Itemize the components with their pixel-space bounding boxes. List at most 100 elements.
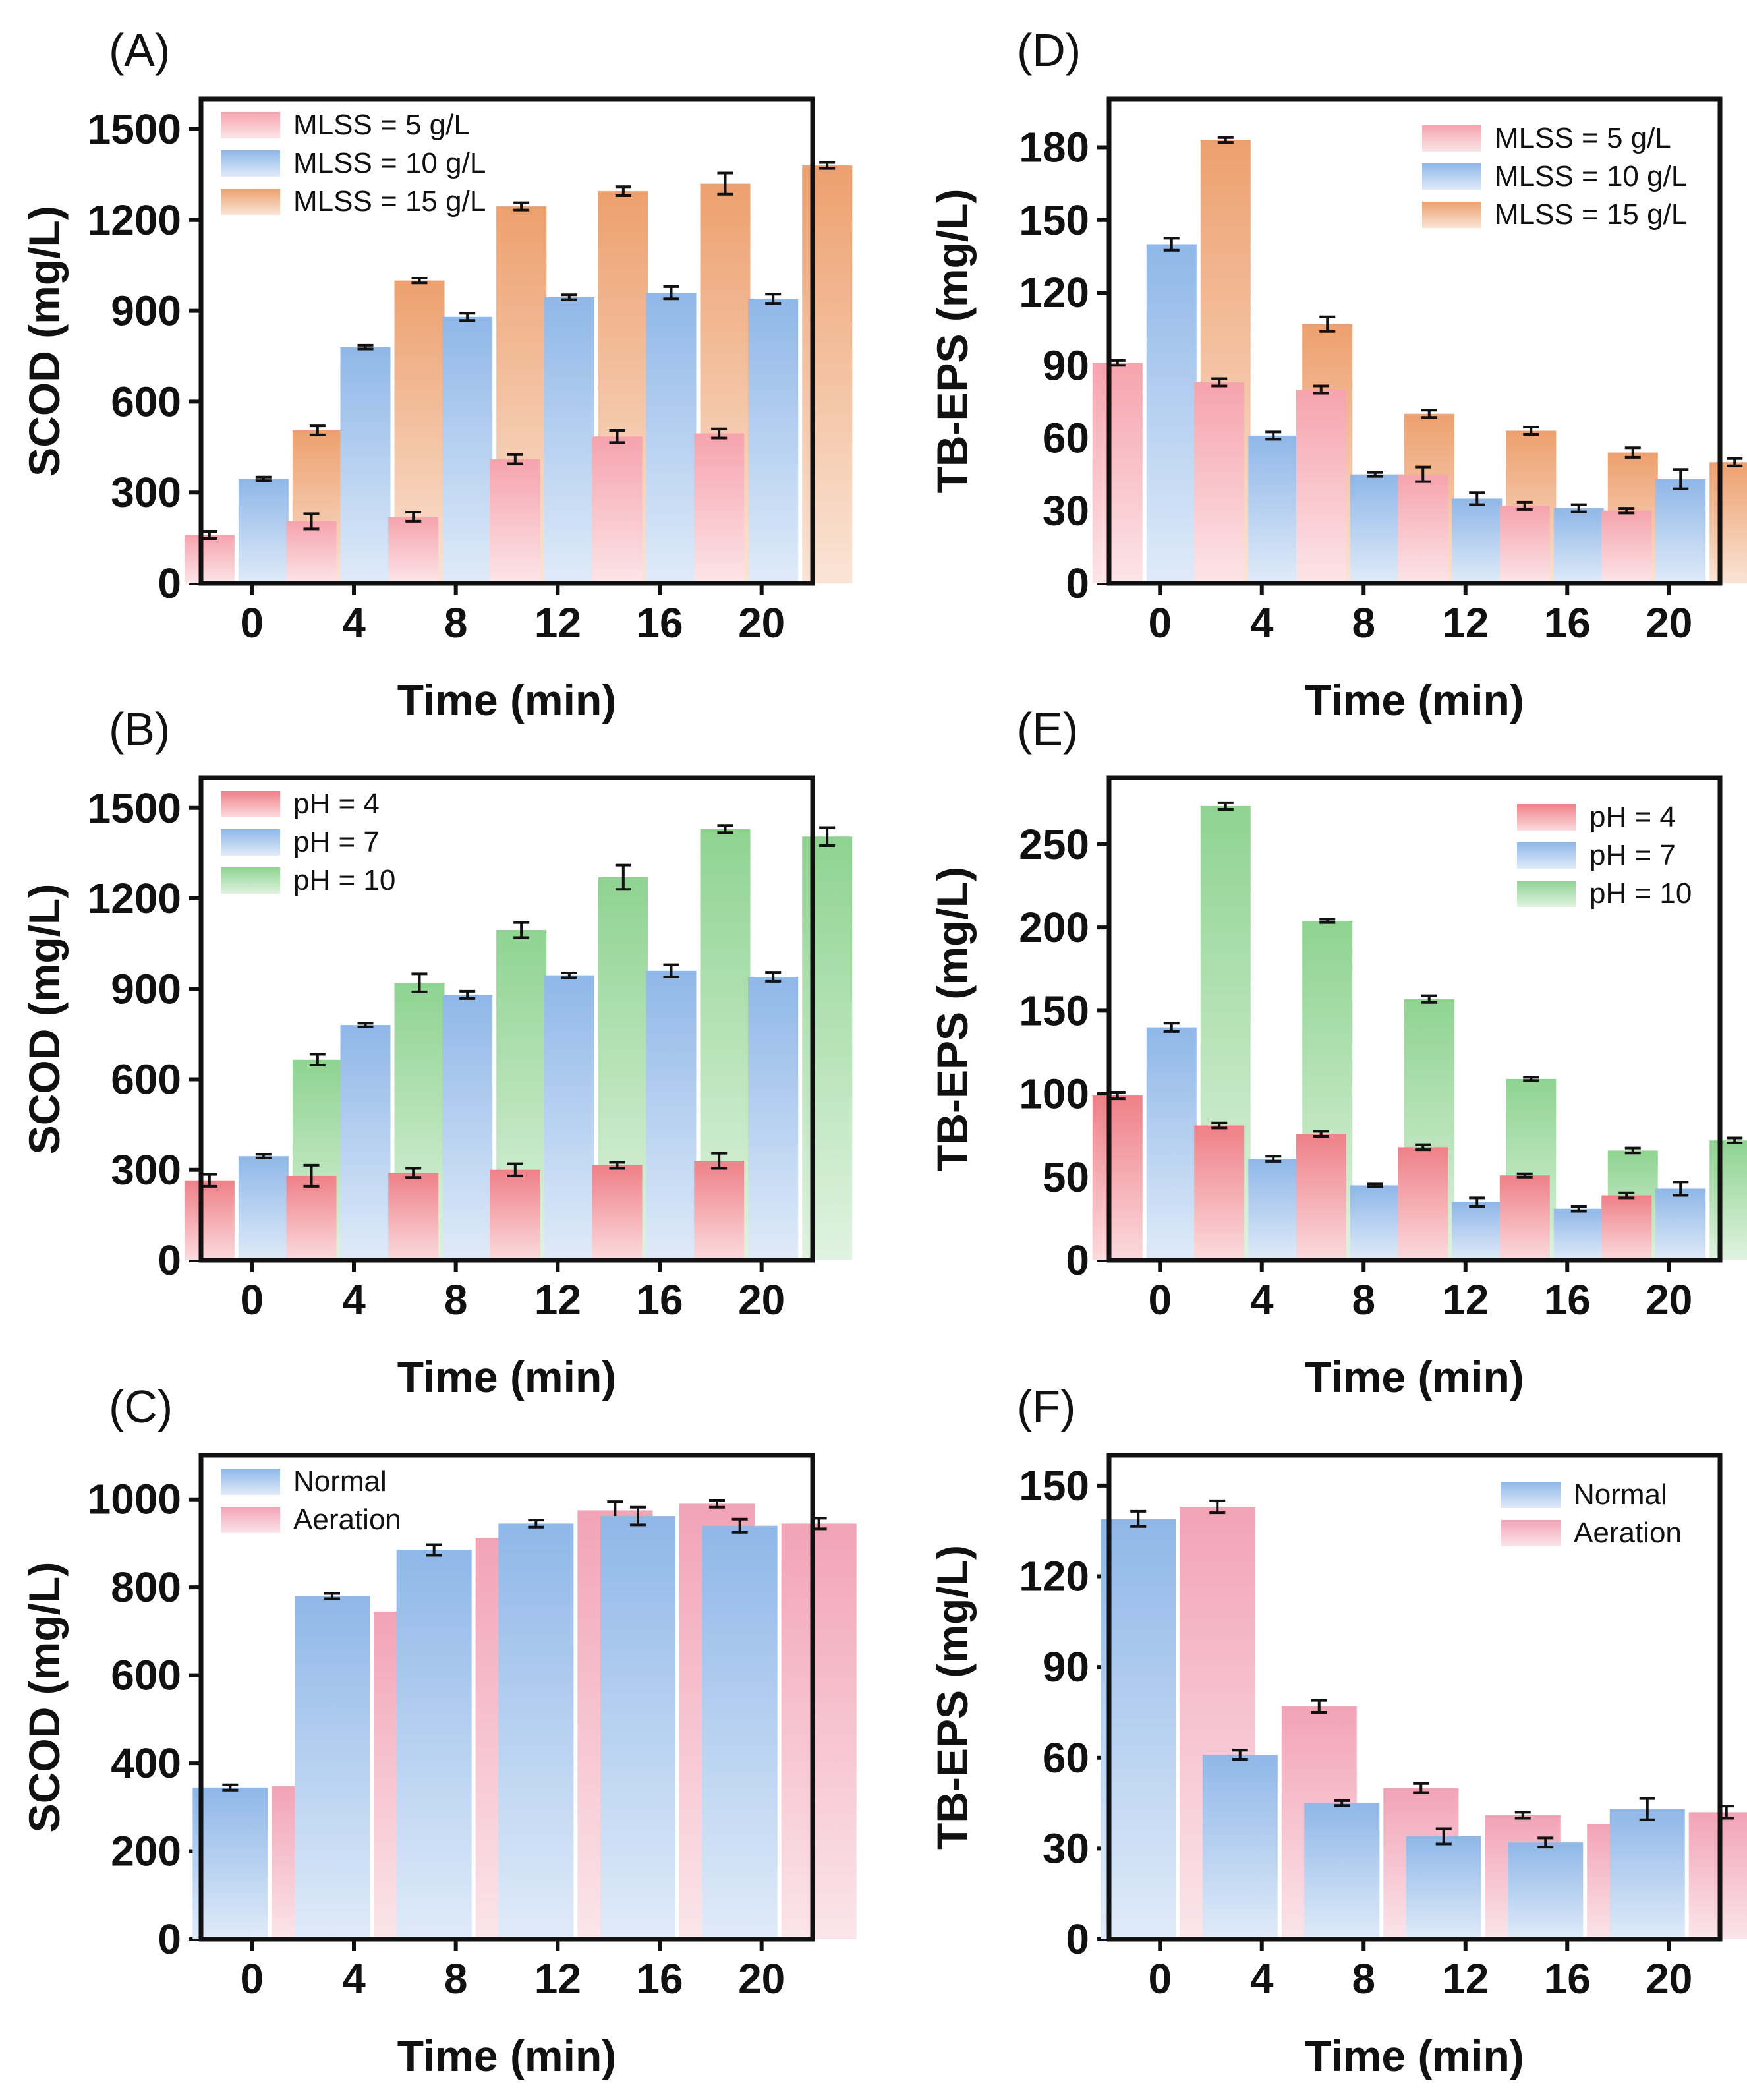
- x-tick-label: 16: [636, 1955, 683, 2002]
- error-bar: [711, 427, 728, 440]
- legend-swatch: [221, 112, 280, 138]
- legend-label: MLSS = 5 g/L: [293, 109, 470, 141]
- bar-mlss-5-g-l-t0: [184, 535, 235, 583]
- x-tick-label: 4: [342, 1276, 366, 1324]
- x-tick-label: 8: [1352, 1955, 1375, 2002]
- y-tick-label: 800: [111, 1563, 181, 1611]
- plot-frame: [1106, 96, 1723, 586]
- legend-label: pH = 4: [1589, 801, 1676, 833]
- bar-mlss-5-g-l-t4: [286, 521, 337, 583]
- error-bar: [222, 1783, 239, 1792]
- bar-ph-7-t16: [646, 970, 697, 1260]
- legend: Normal Aeration: [1501, 1478, 1682, 1549]
- error-bar: [1514, 1811, 1531, 1820]
- bar-mlss-5-g-l-t20: [694, 433, 745, 583]
- panel-label: (C): [109, 1381, 173, 1432]
- legend-label: MLSS = 10 g/L: [1495, 160, 1687, 192]
- x-tick-label: 4: [1250, 1276, 1274, 1324]
- bar-normal-t12: [498, 1523, 574, 1939]
- legend: MLSS = 5 g/L MLSS = 10 g/L MLSS = 15 g/L: [1422, 122, 1687, 231]
- y-tick-label: 120: [1019, 1553, 1089, 1600]
- legend-label: MLSS = 15 g/L: [1495, 198, 1687, 231]
- error-bar: [819, 826, 836, 847]
- x-tick-label: 8: [444, 1276, 468, 1324]
- bar-mlss-5-g-l-t8: [1296, 390, 1346, 583]
- x-tick-label: 16: [636, 1276, 683, 1324]
- bar-normal-t12: [1406, 1836, 1481, 1939]
- bar-aeration-t20: [781, 1523, 857, 1939]
- y-tick-label: 200: [111, 1828, 181, 1875]
- legend-label: pH = 4: [293, 788, 380, 820]
- x-tick-label: 16: [636, 599, 683, 647]
- bar-mlss-5-g-l-t16: [592, 436, 643, 583]
- bar-ph-4-t8: [1296, 1134, 1346, 1260]
- error-bar: [1618, 1191, 1635, 1200]
- y-tick-label: 150: [1019, 196, 1089, 244]
- legend-label: Aeration: [293, 1503, 401, 1536]
- x-tick-label: 0: [1148, 1955, 1172, 2002]
- chart-panel-c: (C) 0 200 400 600 800 1000 0 4 8 12 16 20 Time (min) S…: [20, 1381, 857, 2080]
- y-tick-label: 120: [1019, 269, 1089, 316]
- x-axis-title: Time (min): [1305, 2031, 1524, 2080]
- bar-ph-4-t8: [388, 1173, 439, 1260]
- legend-swatch: [1422, 202, 1481, 228]
- bar-normal-t16: [1508, 1842, 1584, 1939]
- y-tick-label: 400: [111, 1739, 181, 1787]
- error-bar: [528, 1519, 544, 1529]
- y-tick-label: 60: [1043, 415, 1089, 462]
- bar-ph-7-t4: [340, 1025, 391, 1260]
- error-bar: [1367, 471, 1383, 478]
- chart-panel-a: (A) 0 300 600 900 1200 1500 0 4 8 12 16 20 Time (min)…: [20, 24, 853, 724]
- error-bar: [1624, 1146, 1641, 1155]
- x-tick-label: 8: [444, 599, 468, 647]
- x-tick-label: 12: [1442, 1955, 1489, 2002]
- y-tick-label: 100: [1019, 1070, 1089, 1118]
- error-bar: [561, 293, 577, 301]
- x-tick-label: 0: [1148, 599, 1172, 647]
- legend-swatch: [1501, 1482, 1561, 1508]
- bar-ph-4-t4: [286, 1175, 337, 1260]
- bar-mlss-5-g-l-t4: [1194, 382, 1245, 583]
- error-bar: [1523, 425, 1539, 436]
- error-bar: [819, 161, 836, 170]
- x-tick-label: 12: [534, 599, 581, 647]
- y-tick-label: 0: [1066, 1915, 1089, 1963]
- y-axis-title: TB-EPS (mg/L): [928, 1545, 977, 1850]
- error-bar: [709, 1499, 725, 1509]
- x-tick-label: 20: [1646, 1955, 1692, 2002]
- bar-ph-4-t20: [694, 1161, 745, 1260]
- y-tick-label: 1000: [88, 1476, 181, 1523]
- bar-normal-t20: [702, 1525, 778, 1939]
- bar-ph-4-t16: [592, 1165, 643, 1260]
- error-bar: [1523, 1076, 1539, 1082]
- bar-normal-t0: [192, 1787, 268, 1939]
- y-tick-label: 200: [1019, 904, 1089, 951]
- y-tick-label: 300: [111, 1146, 181, 1194]
- bar-mlss-15-g-l-t20: [802, 165, 853, 583]
- error-bar: [609, 1161, 625, 1170]
- error-bar: [324, 1592, 340, 1600]
- y-tick-label: 30: [1043, 487, 1089, 535]
- x-tick-label: 0: [241, 1955, 264, 2002]
- y-tick-label: 1500: [88, 105, 181, 153]
- chart-panel-f: (F) 0 30 60 90 120 150 0 4 8 12 16 20 Time (min) TB-EP…: [928, 1381, 1747, 2080]
- error-bar: [615, 185, 631, 197]
- error-bar: [357, 1022, 374, 1028]
- error-bar: [507, 1162, 523, 1177]
- legend-swatch: [1517, 881, 1576, 907]
- panel-label: (F): [1017, 1381, 1075, 1432]
- error-bar: [411, 276, 428, 285]
- error-bar: [1570, 1204, 1587, 1213]
- bar-mlss-10-g-l-t20: [1655, 479, 1706, 583]
- error-bar: [1413, 1782, 1429, 1794]
- legend: pH = 4 pH = 7 pH = 10: [221, 788, 395, 896]
- bar-normal-t20: [1609, 1809, 1685, 1939]
- y-axis-title: SCOD (mg/L): [20, 206, 69, 477]
- error-bar: [1415, 1143, 1431, 1152]
- bar-ph-7-t12: [1452, 1202, 1503, 1260]
- error-bar: [1727, 1136, 1743, 1145]
- error-bar: [1334, 1799, 1350, 1807]
- y-tick-label: 60: [1043, 1734, 1089, 1782]
- x-axis-title: Time (min): [397, 2031, 616, 2080]
- error-bar: [561, 972, 577, 979]
